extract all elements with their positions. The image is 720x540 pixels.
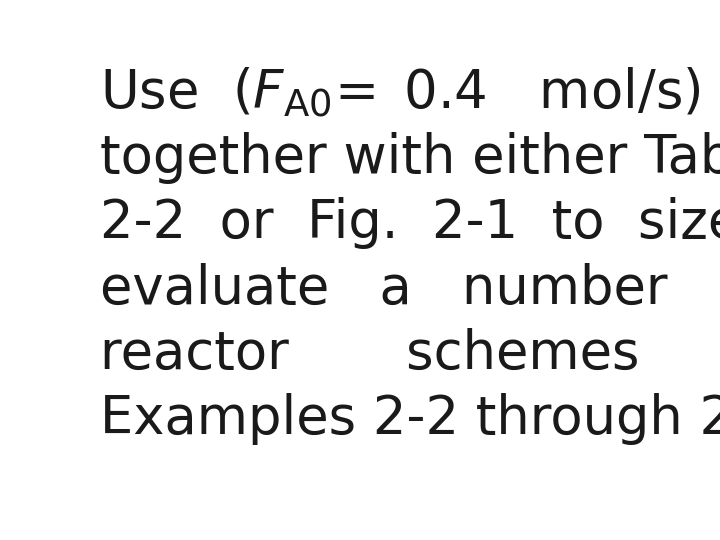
Text: Examples 2-2 through 2-5.: Examples 2-2 through 2-5. <box>100 393 720 445</box>
Text: 2-2  or  Fig.  2-1  to  size  &: 2-2 or Fig. 2-1 to size & <box>100 197 720 249</box>
Text: reactor       schemes       in: reactor schemes in <box>100 328 720 380</box>
Text: evaluate   a   number   of: evaluate a number of <box>100 262 720 314</box>
Text: together with either Table: together with either Table <box>100 132 720 184</box>
Text: Use  $(F_{\mathsf{A0}}\!=\;0.4\quad\mathsf{mol/s})$: Use $(F_{\mathsf{A0}}\!=\;0.4\quad\maths… <box>100 66 701 120</box>
